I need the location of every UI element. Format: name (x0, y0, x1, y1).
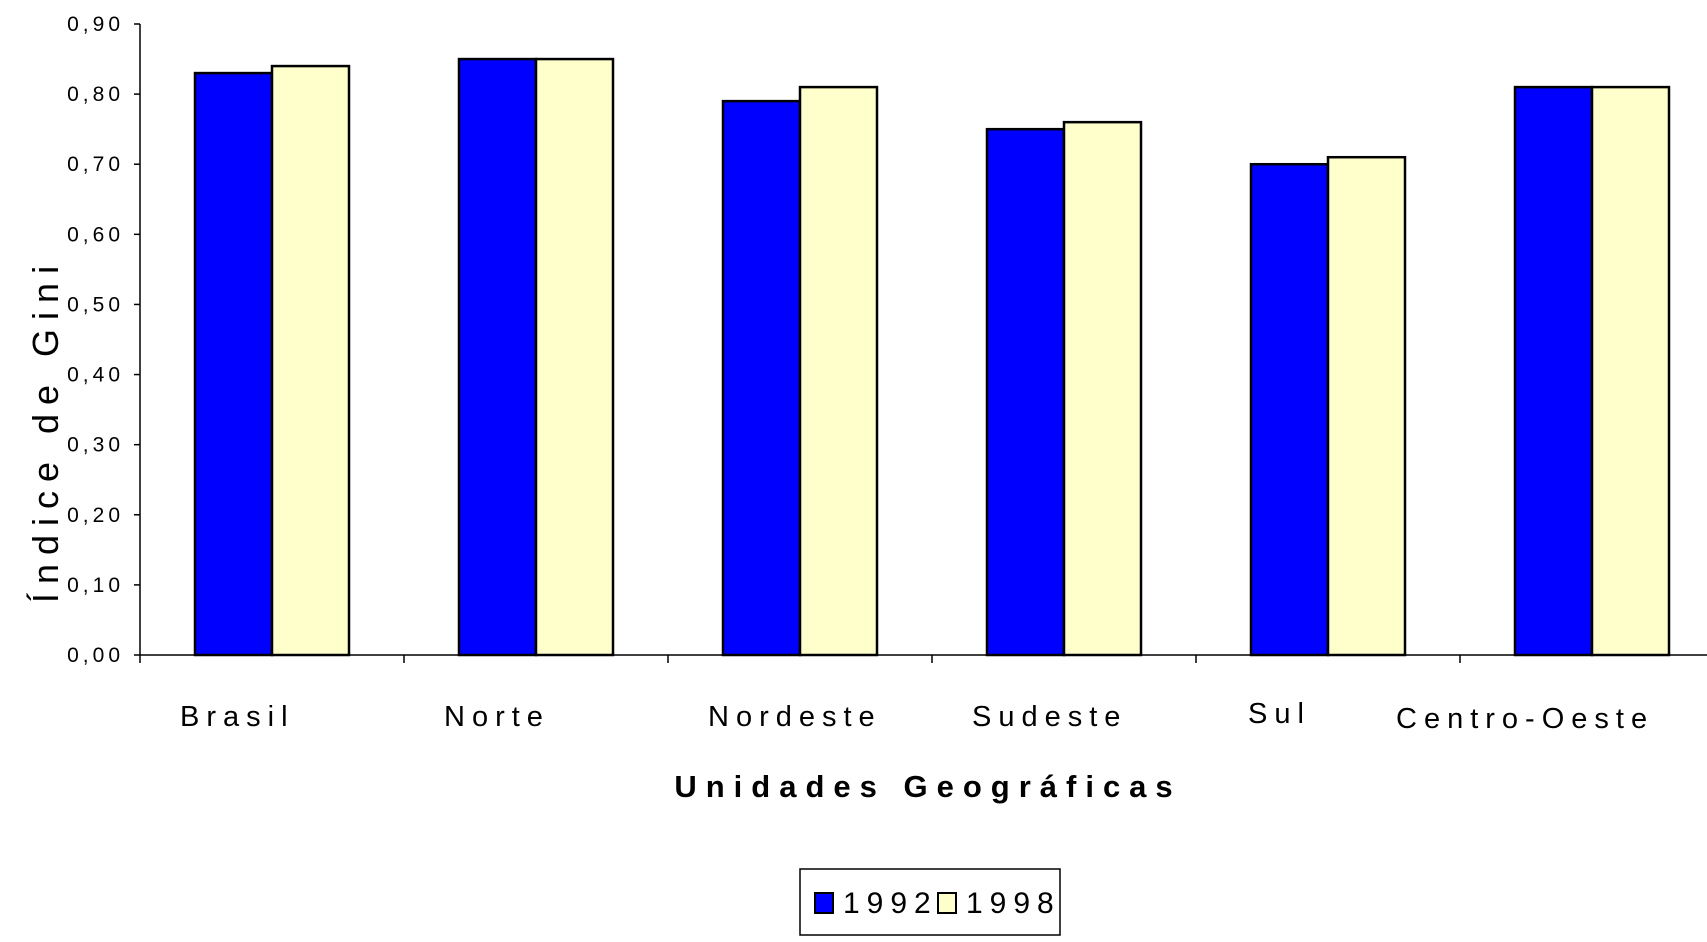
y-tick-label: 0,10 (67, 574, 124, 597)
bar-1992-nordeste (721, 99, 802, 657)
y-tick-label: 0,60 (67, 223, 124, 246)
x-tick-label: Nordeste (708, 701, 882, 733)
category-labels: Brasil Norte Nordeste Sudeste Sul Centro-Oest… (180, 698, 1654, 735)
y-tick-label: 0,30 (67, 434, 124, 457)
y-tick-label: 0,00 (67, 644, 124, 667)
bar-1998-sudeste (1062, 120, 1143, 657)
bar-1998-sul (1326, 155, 1407, 657)
legend-swatch-1992 (814, 892, 834, 914)
y-tick-label: 0,90 (67, 13, 124, 36)
x-axis (139, 654, 1707, 663)
y-tick-label: 0,70 (67, 153, 124, 176)
legend-swatch-1998 (937, 892, 957, 914)
bar-1992-norte (457, 57, 538, 657)
x-tick-label: Sul (1248, 698, 1311, 730)
x-tick-label: Brasil (180, 701, 295, 733)
x-tick-label: Norte (444, 701, 550, 733)
legend-box (799, 868, 1061, 936)
bar-1998-norte (534, 57, 615, 657)
x-tick-label: Centro-Oeste (1396, 703, 1654, 735)
x-axis-title: Unidades Geográficas (674, 769, 1181, 804)
bars (193, 57, 1671, 657)
y-axis: 0,00 0,10 0,20 0,30 0,40 0,50 0,60 0,70 0,80 0,90 (67, 13, 141, 667)
bar-1992-brasil (193, 71, 274, 657)
y-tick-label: 0,50 (67, 293, 124, 316)
y-tick-label: 0,40 (67, 364, 124, 387)
bar-1998-nordeste (798, 85, 879, 657)
y-axis-title: Índice de Gini (25, 257, 66, 603)
bar-1998-brasil (270, 64, 351, 657)
legend-label-1998: 1998 (966, 887, 1061, 920)
bar-1992-sudeste (985, 127, 1066, 657)
y-tick-label: 0,80 (67, 83, 124, 106)
bar-1998-centro-oeste (1590, 85, 1671, 657)
bar-1992-sul (1249, 162, 1330, 657)
y-tick-label: 0,20 (67, 504, 124, 527)
x-tick-label: Sudeste (972, 701, 1127, 733)
bar-1992-centro-oeste (1513, 85, 1594, 657)
legend-label-1992: 1992 (843, 887, 938, 920)
legend: 1992 1998 (799, 868, 1061, 936)
